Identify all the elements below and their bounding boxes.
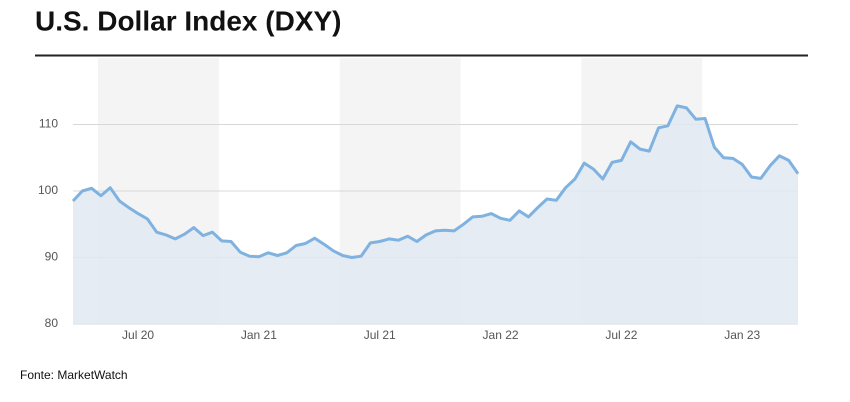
x-tick-label: Jul 22: [605, 328, 637, 342]
area: [73, 105, 798, 325]
y-tick-label: 80: [45, 316, 59, 330]
source-note: Fonte: MarketWatch: [20, 368, 128, 382]
x-tick-label: Jan 22: [483, 328, 519, 342]
y-tick-label: 90: [45, 250, 59, 264]
x-tick-label: Jul 20: [122, 328, 154, 342]
x-tick-label: Jul 21: [364, 328, 396, 342]
x-tick-label: Jan 21: [241, 328, 277, 342]
chart-title: U.S. Dollar Index (DXY): [35, 5, 342, 36]
line: [71, 104, 800, 259]
y-tick-label: 110: [39, 117, 58, 131]
x-tick-label: Jan 23: [724, 328, 760, 342]
y-tick-label: 100: [38, 183, 58, 197]
